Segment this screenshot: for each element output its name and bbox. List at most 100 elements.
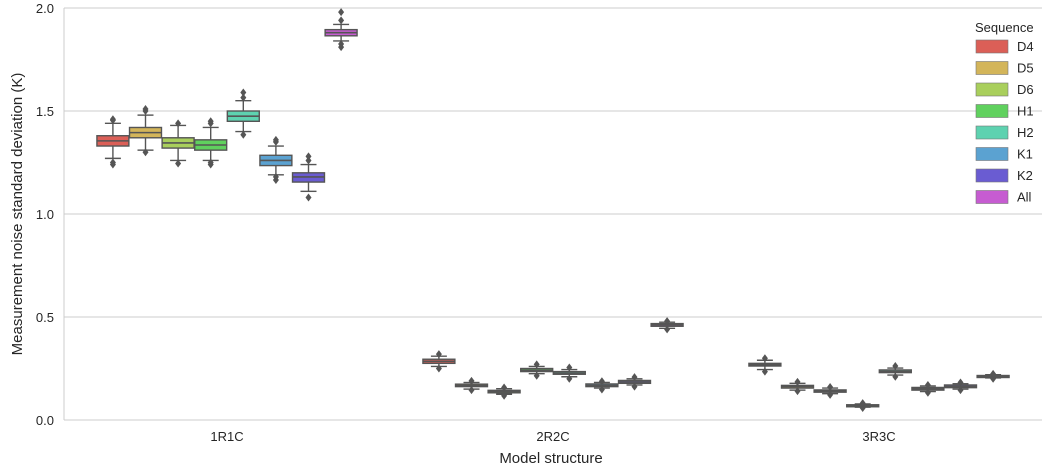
flier-point [207,117,214,126]
y-tick-label: 1.0 [36,207,54,222]
flier-point [175,119,182,128]
box-all-3r3c [976,369,1010,383]
flier-point [338,8,345,17]
legend-label-k2: K2 [1017,168,1033,183]
flier-point [305,156,312,165]
flier-point [827,390,834,399]
legend-swatch-d4 [975,39,1009,54]
legend-label-d6: D6 [1017,82,1034,97]
flier-point [924,380,931,389]
box-d6-3r3c [813,383,847,399]
flier-point [305,152,312,161]
box-k2-1r1c [291,152,326,202]
flier-point [957,386,964,395]
flier-point [631,382,638,391]
flier-point [435,364,442,373]
flier-point [240,88,247,97]
legend-swatch-d5 [975,61,1009,75]
flier-point [240,93,247,102]
legend-swatch-h1 [975,104,1009,118]
flier-point [468,376,475,385]
flier-point [664,317,671,326]
flier-point [272,135,279,144]
box-h1-2r2c [520,360,554,380]
flier-point [566,374,573,383]
box-d5-1r1c [128,104,163,157]
flier-point [109,115,116,124]
y-axis-label: Measurement noise standard deviation (K) [9,73,26,356]
box-d5-2r2c [454,376,489,395]
box-all-1r1c [324,8,358,52]
legend-swatch-d6 [975,82,1009,97]
box-h2-3r3c [878,362,912,381]
legend-label-k1: K1 [1017,147,1033,162]
flier-point [957,378,964,387]
flier-point [566,363,573,372]
flier-point [761,354,768,363]
flier-point [501,383,508,392]
flier-point [794,387,801,396]
flier-point [859,404,866,413]
legend-swatch-h2 [975,125,1009,140]
flier-point [468,386,475,395]
legend-title: Sequence [975,20,1034,35]
box-d6-2r2c [487,383,521,400]
box-d5-3r3c [780,377,815,396]
box-all-2r2c [650,317,684,334]
flier-point [501,391,508,400]
box-layer [96,8,1010,413]
legend: Sequence D4 D5 D6 H1 H2 K1 K2 All [975,20,1034,205]
box-h2-2r2c [552,363,586,383]
x-tick-label: 2R2C [536,429,569,444]
flier-point [664,325,671,334]
flier-point [338,16,345,25]
legend-swatch-all [975,190,1009,204]
legend-label-h1: H1 [1017,104,1034,119]
flier-point [533,371,540,380]
y-tick-label: 1.5 [36,104,54,119]
box-k1-1r1c [259,135,293,185]
legend-label-all: All [1017,190,1032,205]
box-d6-1r1c [161,119,195,168]
flier-point [924,388,931,397]
box-k1-2r2c [585,377,619,394]
flier-point [272,172,279,181]
flier-point [827,383,834,392]
flier-point [305,193,312,202]
flier-point [892,362,899,371]
flier-point [142,104,149,113]
flier-point [207,158,214,167]
legend-label-h2: H2 [1017,125,1034,140]
flier-point [990,374,997,383]
flier-point [175,159,182,168]
legend-swatch-k1 [975,147,1009,161]
box-k1-3r3c [911,380,945,397]
flier-point [533,360,540,369]
flier-point [761,367,768,376]
box-d4-1r1c [96,115,130,169]
legend-label-d5: D5 [1017,61,1034,76]
box-d4-2r2c [422,350,456,373]
flier-point [859,399,866,408]
flier-point [109,158,116,167]
flier-point [435,350,442,359]
flier-point [240,130,247,139]
legend-label-d4: D4 [1017,39,1034,54]
box-k2-3r3c [943,378,978,395]
y-tick-label: 2.0 [36,1,54,16]
flier-point [598,385,605,394]
flier-point [338,40,345,49]
box-h1-1r1c [194,117,228,169]
box-h2-1r1c [226,88,260,139]
flier-point [892,372,899,381]
x-axis-label: Model structure [499,450,602,467]
axis-layer: 0.0 0.5 1.0 1.5 2.0 1R1C 2R2C 3R3C [36,1,896,444]
x-tick-label: 3R3C [862,429,895,444]
y-tick-label: 0.0 [36,413,54,428]
flier-point [794,377,801,386]
flier-point [598,377,605,386]
legend-swatch-k2 [975,168,1009,183]
flier-point [631,373,638,382]
x-tick-label: 1R1C [210,429,243,444]
